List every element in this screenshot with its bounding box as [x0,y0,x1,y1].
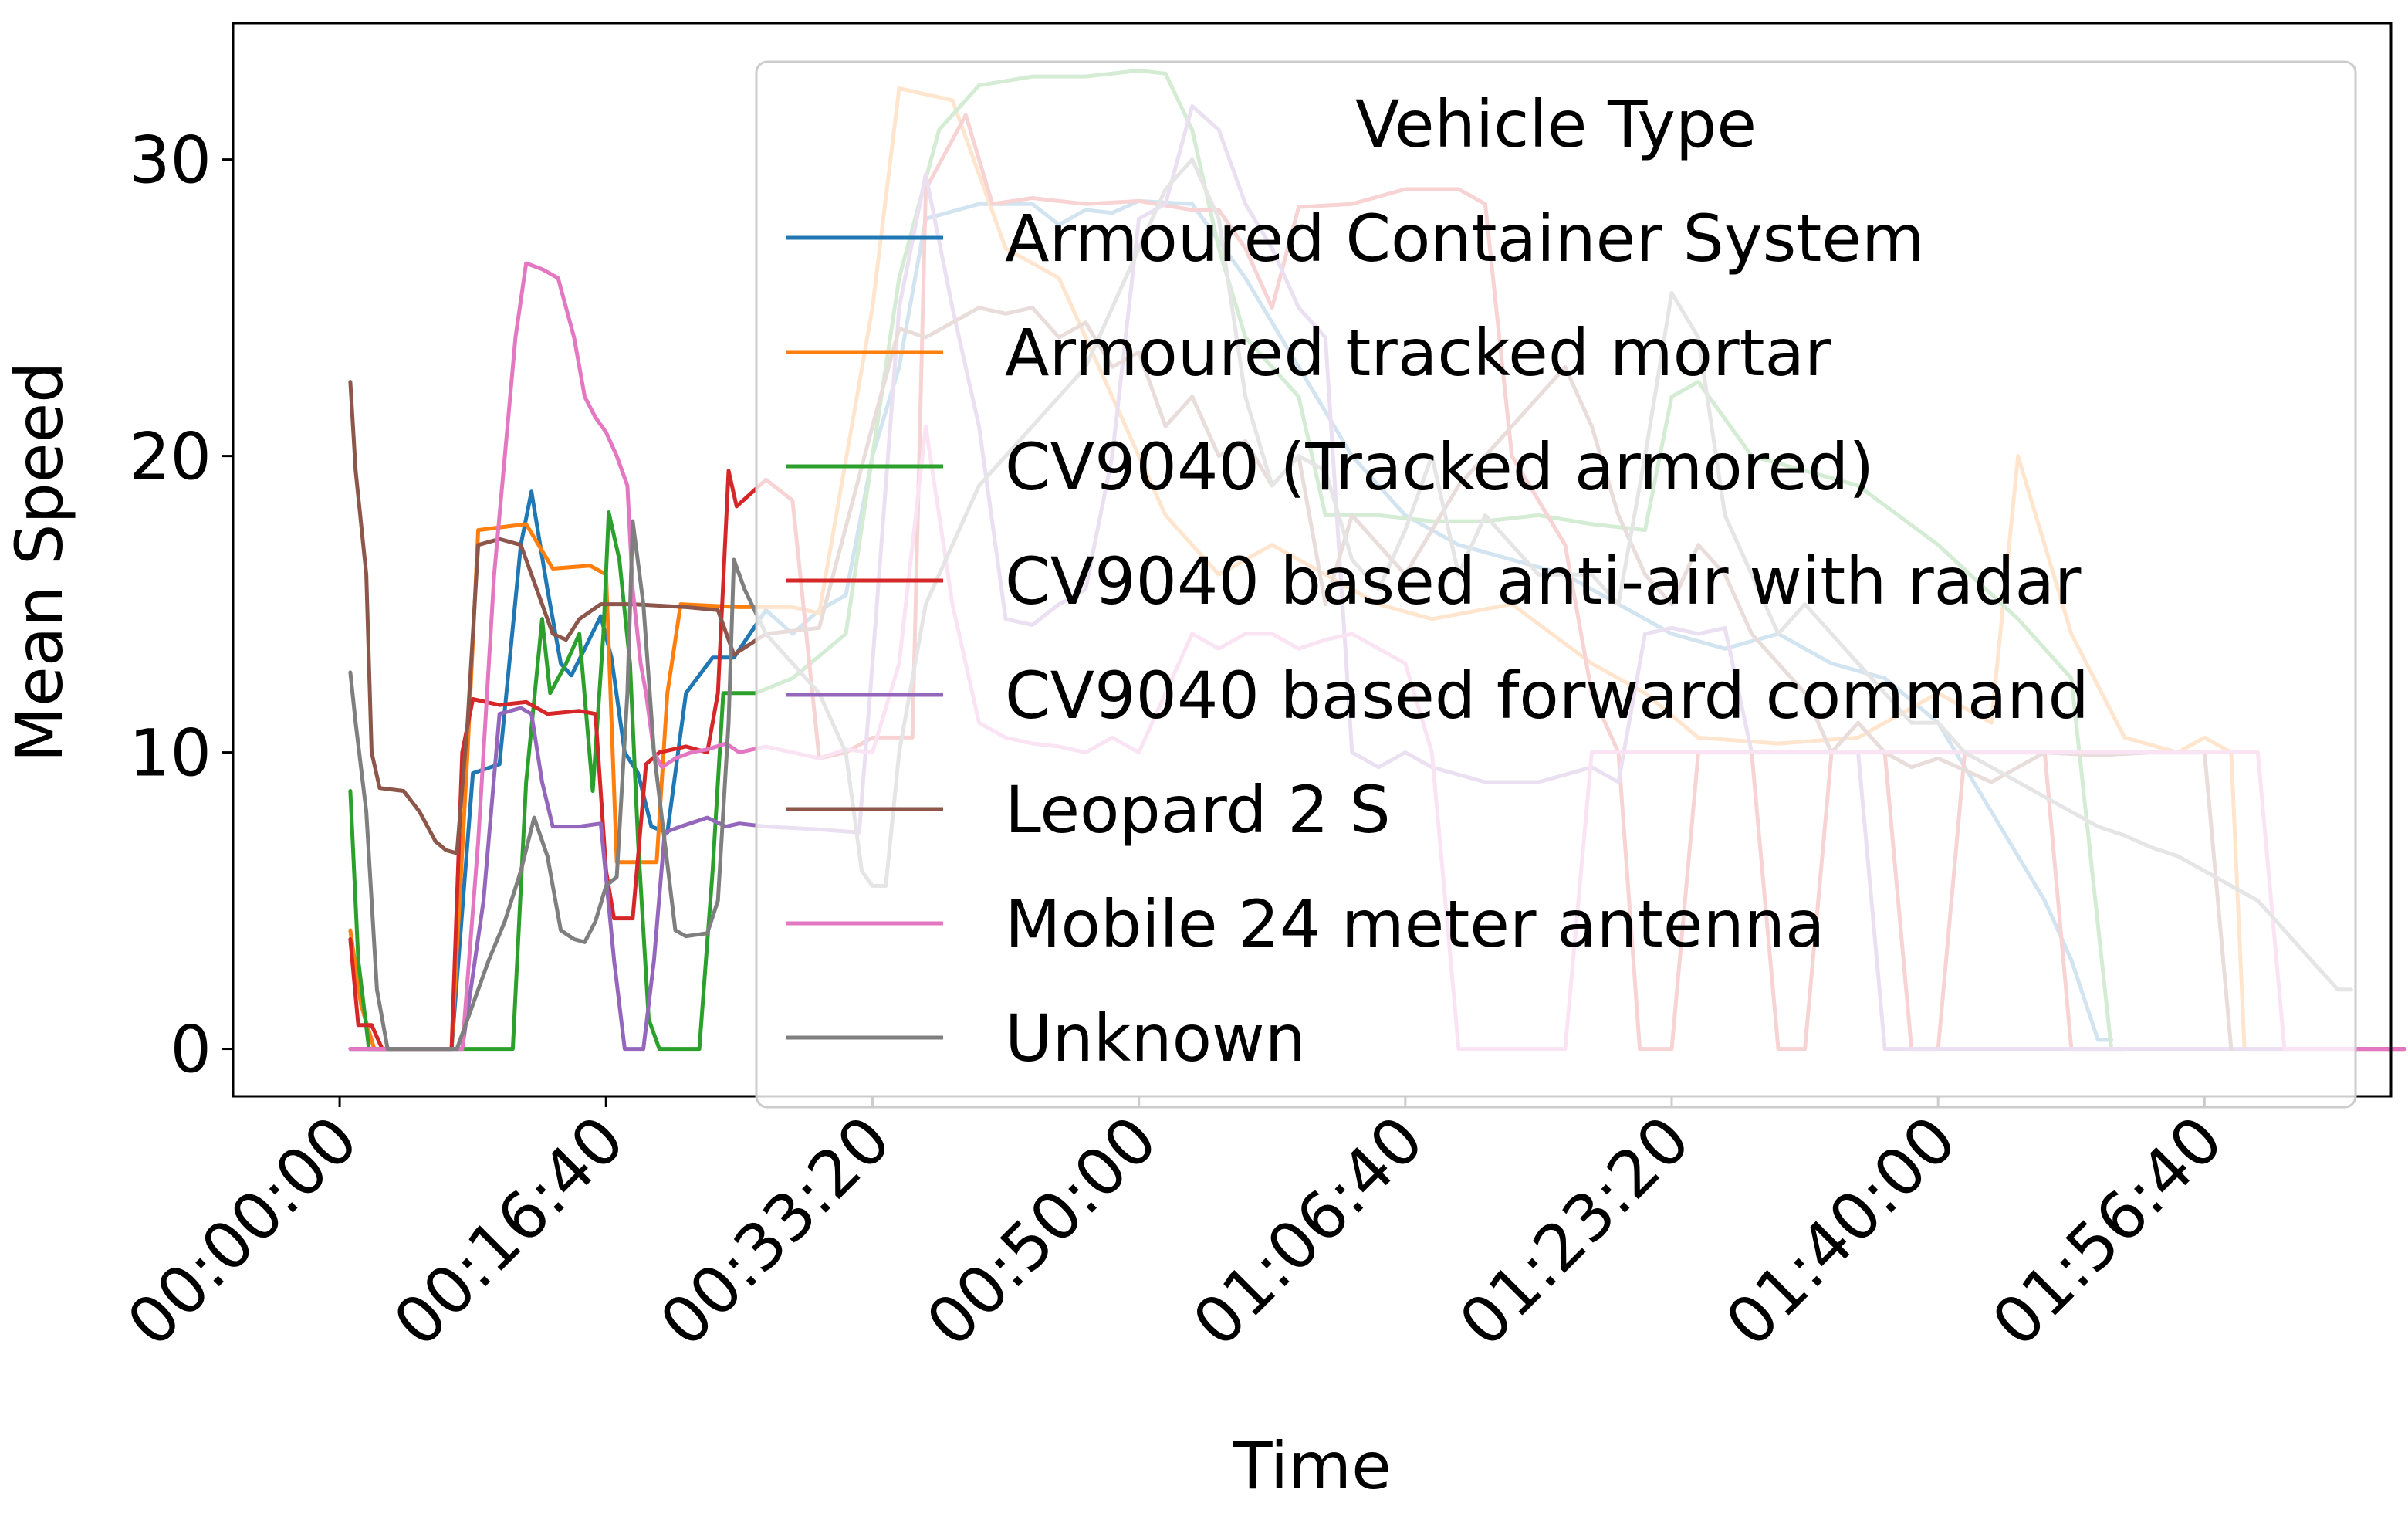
legend-items: Armoured Container System Armoured tracke… [786,201,2089,1076]
x-axis-label: Time [1232,1428,1392,1504]
x-tick-label: 00:50:00 [912,1102,1172,1361]
legend-label: CV9040 based anti-air with radar [1005,544,2082,619]
legend-label: Armoured Container System [1005,201,1925,276]
x-tick-label: 01:23:20 [1445,1102,1704,1361]
y-tick-label: 0 [171,1012,211,1088]
legend-title: Vehicle Type [1355,86,1757,162]
legend-label: CV9040 based forward command [1005,658,2089,733]
legend-box [755,60,2357,1109]
x-tick-label: 00:00:00 [113,1102,372,1361]
legend-label: Armoured tracked mortar [1005,315,1831,391]
legend: Vehicle Type Armoured Container SystemAr… [755,60,2357,1109]
x-tick-label: 00:33:20 [646,1102,905,1361]
legend-label: Leopard 2 S [1005,772,1391,848]
x-tick-label: 01:40:00 [1711,1102,1970,1361]
x-tick-label: 00:16:40 [379,1102,638,1361]
legend-label: Unknown [1005,1001,1306,1076]
legend-label: Mobile 24 meter antenna [1005,886,1825,962]
x-tick-label: 01:06:40 [1179,1102,1438,1361]
legend-label: CV9040 (Tracked armored) [1005,429,1874,505]
y-tick-label: 30 [129,123,211,198]
x-tick-label: 01:56:40 [1977,1102,2237,1361]
y-tick-label: 10 [129,716,211,791]
y-axis-label: Mean Speed [2,362,77,763]
y-tick-label: 20 [129,419,211,495]
